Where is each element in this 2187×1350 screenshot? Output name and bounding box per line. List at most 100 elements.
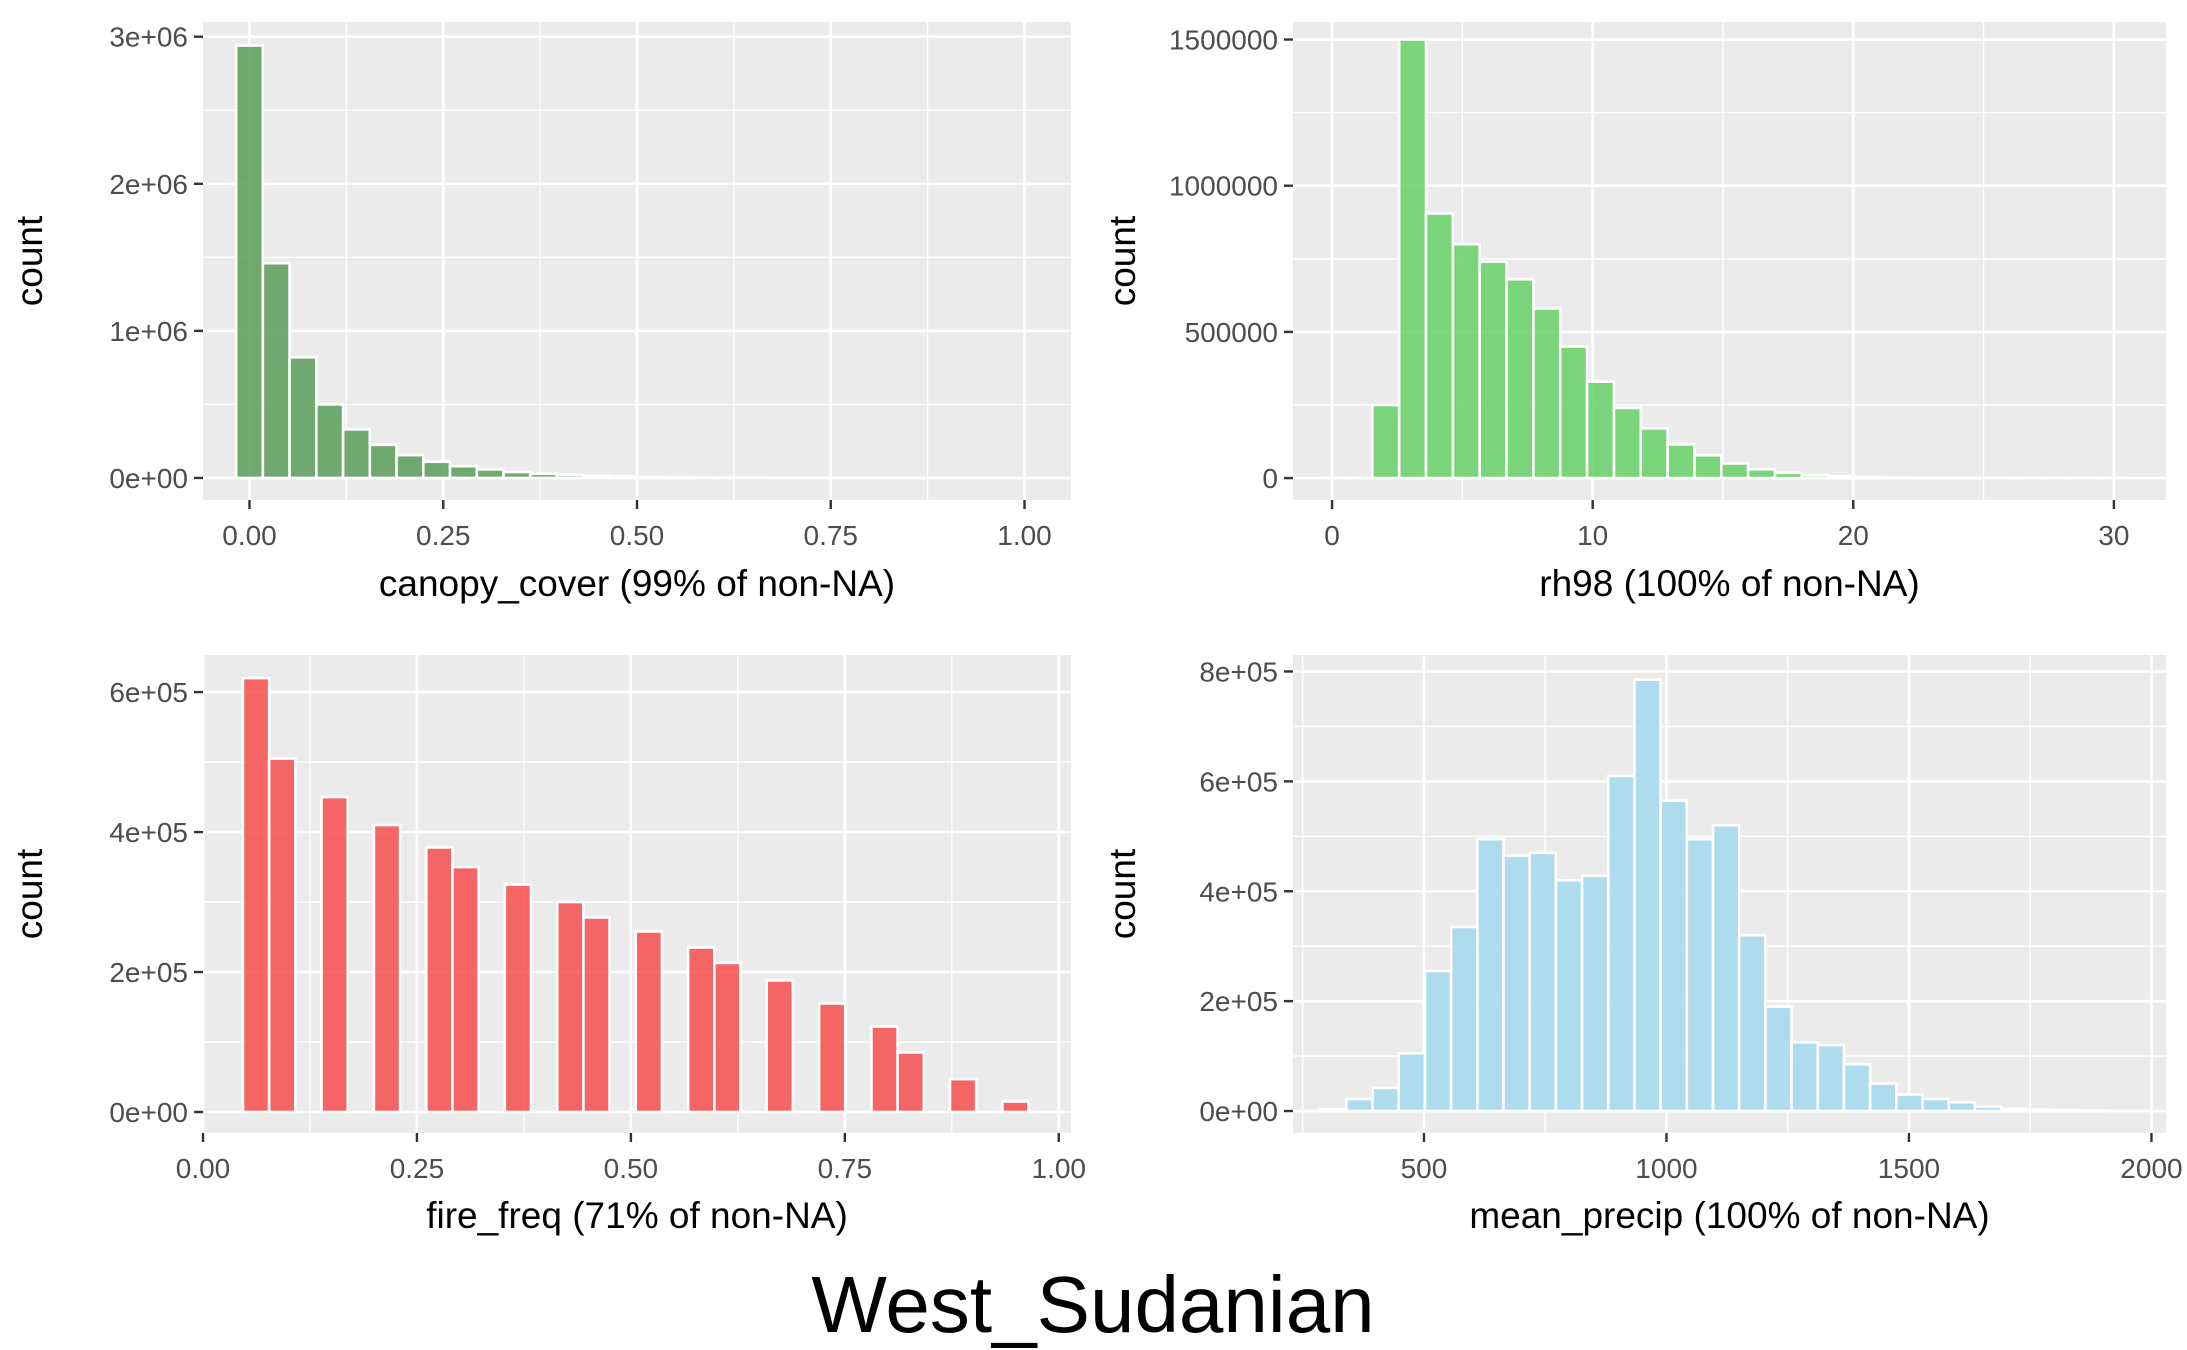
histogram-bars <box>241 676 1030 1114</box>
histogram-bar <box>1693 453 1723 480</box>
histogram-panel-4: 0e+00 2e+05 4e+05 6e+05 8e+05 500 1000 1500 2000… <box>1102 655 2183 1236</box>
x-tick-label: 30 <box>2098 520 2129 551</box>
y-tick-label: 0 <box>1262 463 1278 494</box>
y-tick-label: 0e+00 <box>1199 1096 1278 1127</box>
histogram-bar <box>1612 406 1643 480</box>
histogram-bars <box>1318 678 2108 1113</box>
histogram-panel-1: 0e+00 1e+06 2e+06 3e+06 0.00 0.25 0.50 0.75 1.00… <box>9 22 1071 604</box>
histogram-bar <box>1711 824 1741 1113</box>
histogram-bar <box>1585 380 1616 480</box>
x-tick-label: 1500 <box>1878 1153 1940 1184</box>
histogram-bar <box>267 757 297 1114</box>
x-tick-label: 0.75 <box>804 520 859 551</box>
histogram-bar <box>241 676 271 1114</box>
histogram-bar <box>634 930 664 1114</box>
x-tick-label: 0.50 <box>604 1153 659 1184</box>
histogram-bar <box>817 1002 847 1114</box>
y-tick-label: 500000 <box>1185 317 1278 348</box>
histogram-bar <box>1719 462 1750 480</box>
histogram-bar <box>635 475 666 480</box>
x-tick-label: 0.00 <box>222 520 277 551</box>
y-tick-label: 8e+05 <box>1199 656 1278 687</box>
histogram-bar <box>1345 1097 1374 1113</box>
histogram-bar <box>1476 837 1505 1113</box>
histogram-bar <box>1921 1097 1951 1113</box>
histogram-bar <box>1659 799 1689 1113</box>
histogram-bar <box>1528 851 1558 1113</box>
y-tick-label: 3e+06 <box>109 22 188 53</box>
y-tick-label: 1000000 <box>1169 171 1278 202</box>
histogram-bar <box>1001 1100 1030 1114</box>
y-axis-title: count <box>1102 215 1143 306</box>
histogram-bar <box>1397 38 1428 480</box>
histogram-bar <box>555 473 586 480</box>
y-axis-title: count <box>9 848 50 939</box>
x-tick-label: 0 <box>1324 520 1340 551</box>
histogram-bar <box>1773 471 1804 480</box>
histogram-bar <box>261 261 291 480</box>
y-tick-label: 6e+05 <box>109 677 188 708</box>
histogram-bar <box>1532 307 1562 480</box>
histogram-bar <box>2052 1108 2081 1113</box>
histogram-bar <box>1737 933 1767 1113</box>
histogram-bar <box>372 823 402 1114</box>
histogram-bar <box>1816 1043 1846 1113</box>
histogram-bar <box>234 44 265 480</box>
histogram-bar <box>341 428 372 480</box>
y-tick-label: 6e+05 <box>1199 766 1278 797</box>
histogram-bar <box>689 476 719 480</box>
histogram-bar <box>1502 854 1531 1113</box>
x-tick-label: 0.00 <box>176 1153 231 1184</box>
histogram-bar <box>424 846 454 1114</box>
histogram-bar <box>1842 1063 1872 1113</box>
histogram-bar <box>1633 678 1662 1113</box>
histogram-bar <box>1318 1108 1348 1113</box>
histogram-bar <box>1554 878 1584 1113</box>
histogram-bar <box>1606 774 1636 1113</box>
histogram-bar <box>1371 403 1401 480</box>
histogram-bar <box>1558 345 1589 480</box>
histogram-bar <box>1854 475 1884 480</box>
histogram-bar <box>1371 1086 1401 1113</box>
y-tick-label: 2e+05 <box>1199 986 1278 1017</box>
histogram-bar <box>1397 1052 1427 1113</box>
histogram-bar <box>2025 1108 2055 1113</box>
histogram-bar <box>1790 1041 1820 1113</box>
y-tick-label: 1e+06 <box>109 316 188 347</box>
histogram-bars <box>1317 38 2126 480</box>
x-tick-label: 0.25 <box>390 1153 445 1184</box>
histogram-bar <box>421 460 452 480</box>
histogram-bar <box>765 979 795 1114</box>
histogram-panel-2: 0 500000 1000000 1500000 0 10 20 30 rh98 (100% o… <box>1102 22 2166 604</box>
x-tick-label: 1.00 <box>1032 1153 1087 1184</box>
histogram-bar <box>1800 473 1830 480</box>
panels: 0e+00 1e+06 2e+06 3e+06 0.00 0.25 0.50 0.75 1.00… <box>9 22 2183 1236</box>
x-axis-title: mean_precip (100% of non-NA) <box>1469 1195 1989 1236</box>
histogram-bar <box>528 472 559 480</box>
histogram-bars <box>234 44 1040 480</box>
x-tick-label: 20 <box>1838 520 1869 551</box>
histogram-bar <box>1947 1100 1977 1113</box>
histogram-bar <box>609 475 639 480</box>
histogram-bar <box>1827 475 1857 480</box>
histogram-bar <box>368 443 398 480</box>
x-tick-label: 500 <box>1401 1153 1448 1184</box>
histogram-bar <box>1580 874 1610 1113</box>
x-axis-title: canopy_cover (99% of non-NA) <box>379 563 895 604</box>
y-tick-label: 4e+05 <box>109 817 188 848</box>
y-tick-label: 0e+00 <box>109 1097 188 1128</box>
x-tick-label: 0.75 <box>818 1153 873 1184</box>
histogram-bar <box>662 475 692 480</box>
x-tick-label: 1.00 <box>997 520 1052 551</box>
histogram-bar <box>582 474 612 480</box>
histogram-bar <box>1449 925 1479 1113</box>
histogram-bar <box>1424 212 1455 480</box>
histogram-bar <box>870 1025 899 1114</box>
x-axis-title: fire_freq (71% of non-NA) <box>426 1195 848 1236</box>
histogram-bar <box>1868 1082 1898 1113</box>
x-tick-label: 1000 <box>1635 1153 1697 1184</box>
histogram-bar <box>582 916 611 1114</box>
histogram-bar <box>1505 277 1535 480</box>
y-axis-title: count <box>1102 848 1143 939</box>
histogram-bar <box>448 464 479 480</box>
